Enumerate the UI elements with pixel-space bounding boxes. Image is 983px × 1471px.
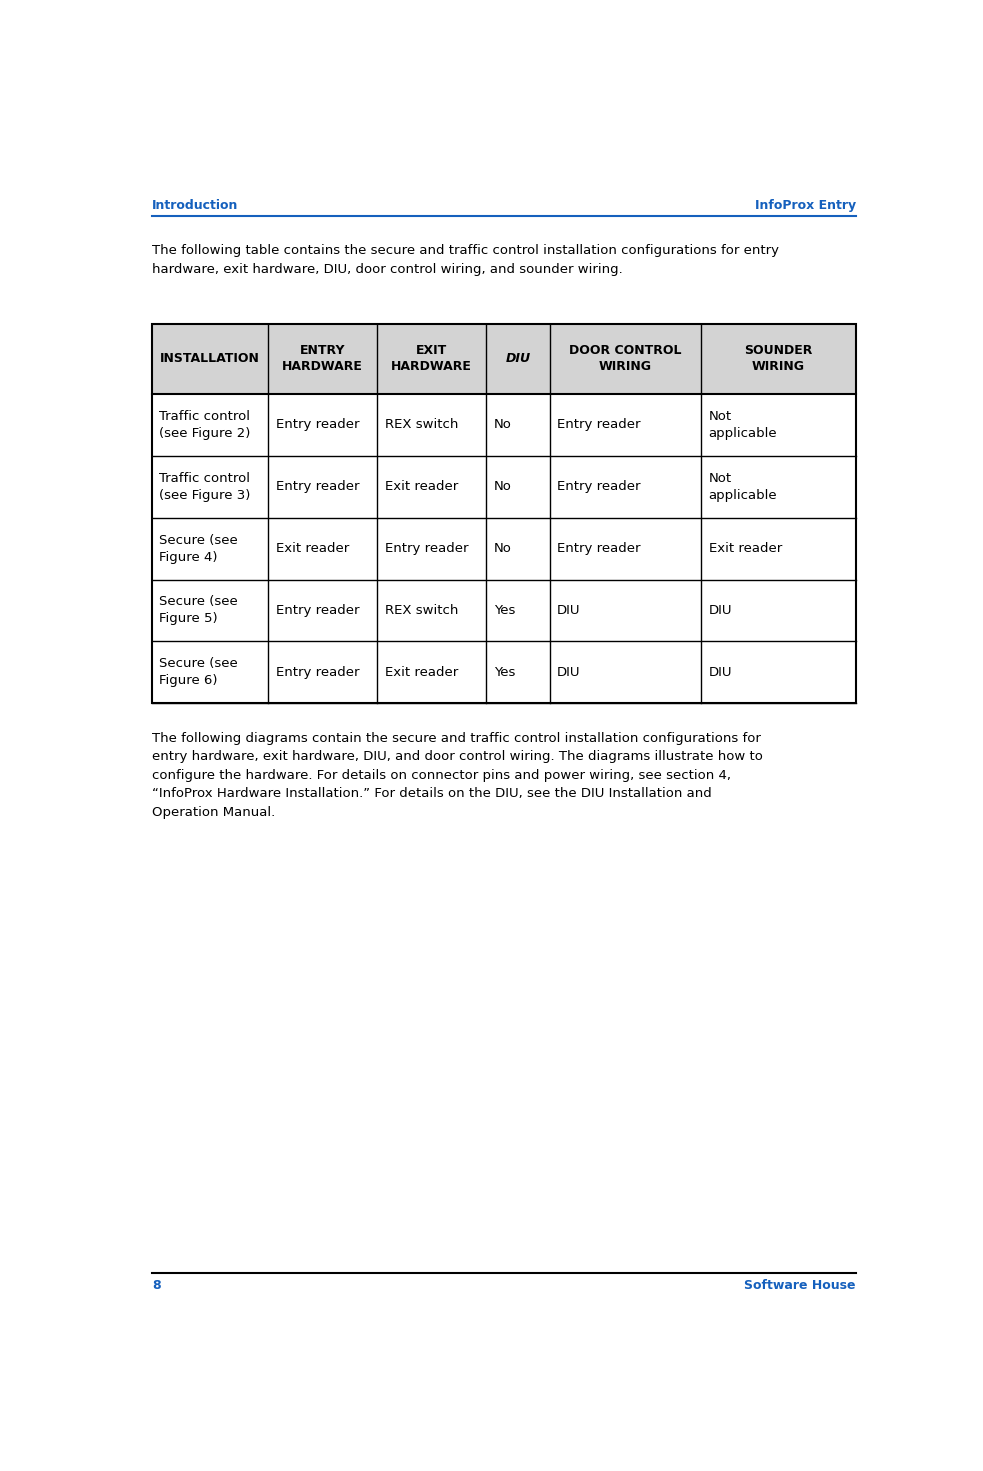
Text: Entry reader: Entry reader	[275, 480, 359, 493]
Text: DOOR CONTROL
WIRING: DOOR CONTROL WIRING	[569, 344, 681, 374]
Bar	[151, 324, 856, 394]
Text: Software House: Software House	[744, 1278, 856, 1292]
Text: Entry reader: Entry reader	[384, 543, 468, 555]
Text: Entry reader: Entry reader	[557, 543, 641, 555]
Text: 8: 8	[151, 1278, 160, 1292]
Text: Entry reader: Entry reader	[557, 480, 641, 493]
Text: ENTRY
HARDWARE: ENTRY HARDWARE	[282, 344, 363, 374]
Text: Introduction: Introduction	[151, 199, 238, 212]
Text: Exit reader: Exit reader	[384, 480, 458, 493]
Text: DIU: DIU	[709, 605, 732, 616]
Text: REX switch: REX switch	[384, 605, 458, 616]
Text: Exit reader: Exit reader	[384, 666, 458, 678]
Text: INSTALLATION: INSTALLATION	[160, 353, 260, 365]
Text: DIU: DIU	[557, 605, 581, 616]
Text: No: No	[493, 543, 512, 555]
Text: Secure (see
Figure 6): Secure (see Figure 6)	[159, 658, 238, 687]
Text: Not
applicable: Not applicable	[709, 410, 778, 440]
Text: EXIT
HARDWARE: EXIT HARDWARE	[391, 344, 472, 374]
Text: DIU: DIU	[709, 666, 732, 678]
Text: Entry reader: Entry reader	[275, 605, 359, 616]
Text: Exit reader: Exit reader	[275, 543, 349, 555]
Text: Traffic control
(see Figure 3): Traffic control (see Figure 3)	[159, 472, 251, 502]
Text: No: No	[493, 418, 512, 431]
Text: Secure (see
Figure 5): Secure (see Figure 5)	[159, 596, 238, 625]
Text: Entry reader: Entry reader	[557, 418, 641, 431]
Text: The following diagrams contain the secure and traffic control installation confi: The following diagrams contain the secur…	[151, 731, 763, 818]
Text: InfoProx Entry: InfoProx Entry	[755, 199, 856, 212]
Text: DIU: DIU	[557, 666, 581, 678]
Text: Entry reader: Entry reader	[275, 666, 359, 678]
Bar	[151, 324, 856, 703]
Text: REX switch: REX switch	[384, 418, 458, 431]
Text: The following table contains the secure and traffic control installation configu: The following table contains the secure …	[151, 244, 779, 277]
Text: Not
applicable: Not applicable	[709, 472, 778, 502]
Text: Exit reader: Exit reader	[709, 543, 781, 555]
Text: Entry reader: Entry reader	[275, 418, 359, 431]
Text: No: No	[493, 480, 512, 493]
Text: Yes: Yes	[493, 666, 515, 678]
Text: Yes: Yes	[493, 605, 515, 616]
Text: DIU: DIU	[505, 353, 531, 365]
Text: SOUNDER
WIRING: SOUNDER WIRING	[744, 344, 813, 374]
Text: Traffic control
(see Figure 2): Traffic control (see Figure 2)	[159, 410, 251, 440]
Text: Secure (see
Figure 4): Secure (see Figure 4)	[159, 534, 238, 563]
